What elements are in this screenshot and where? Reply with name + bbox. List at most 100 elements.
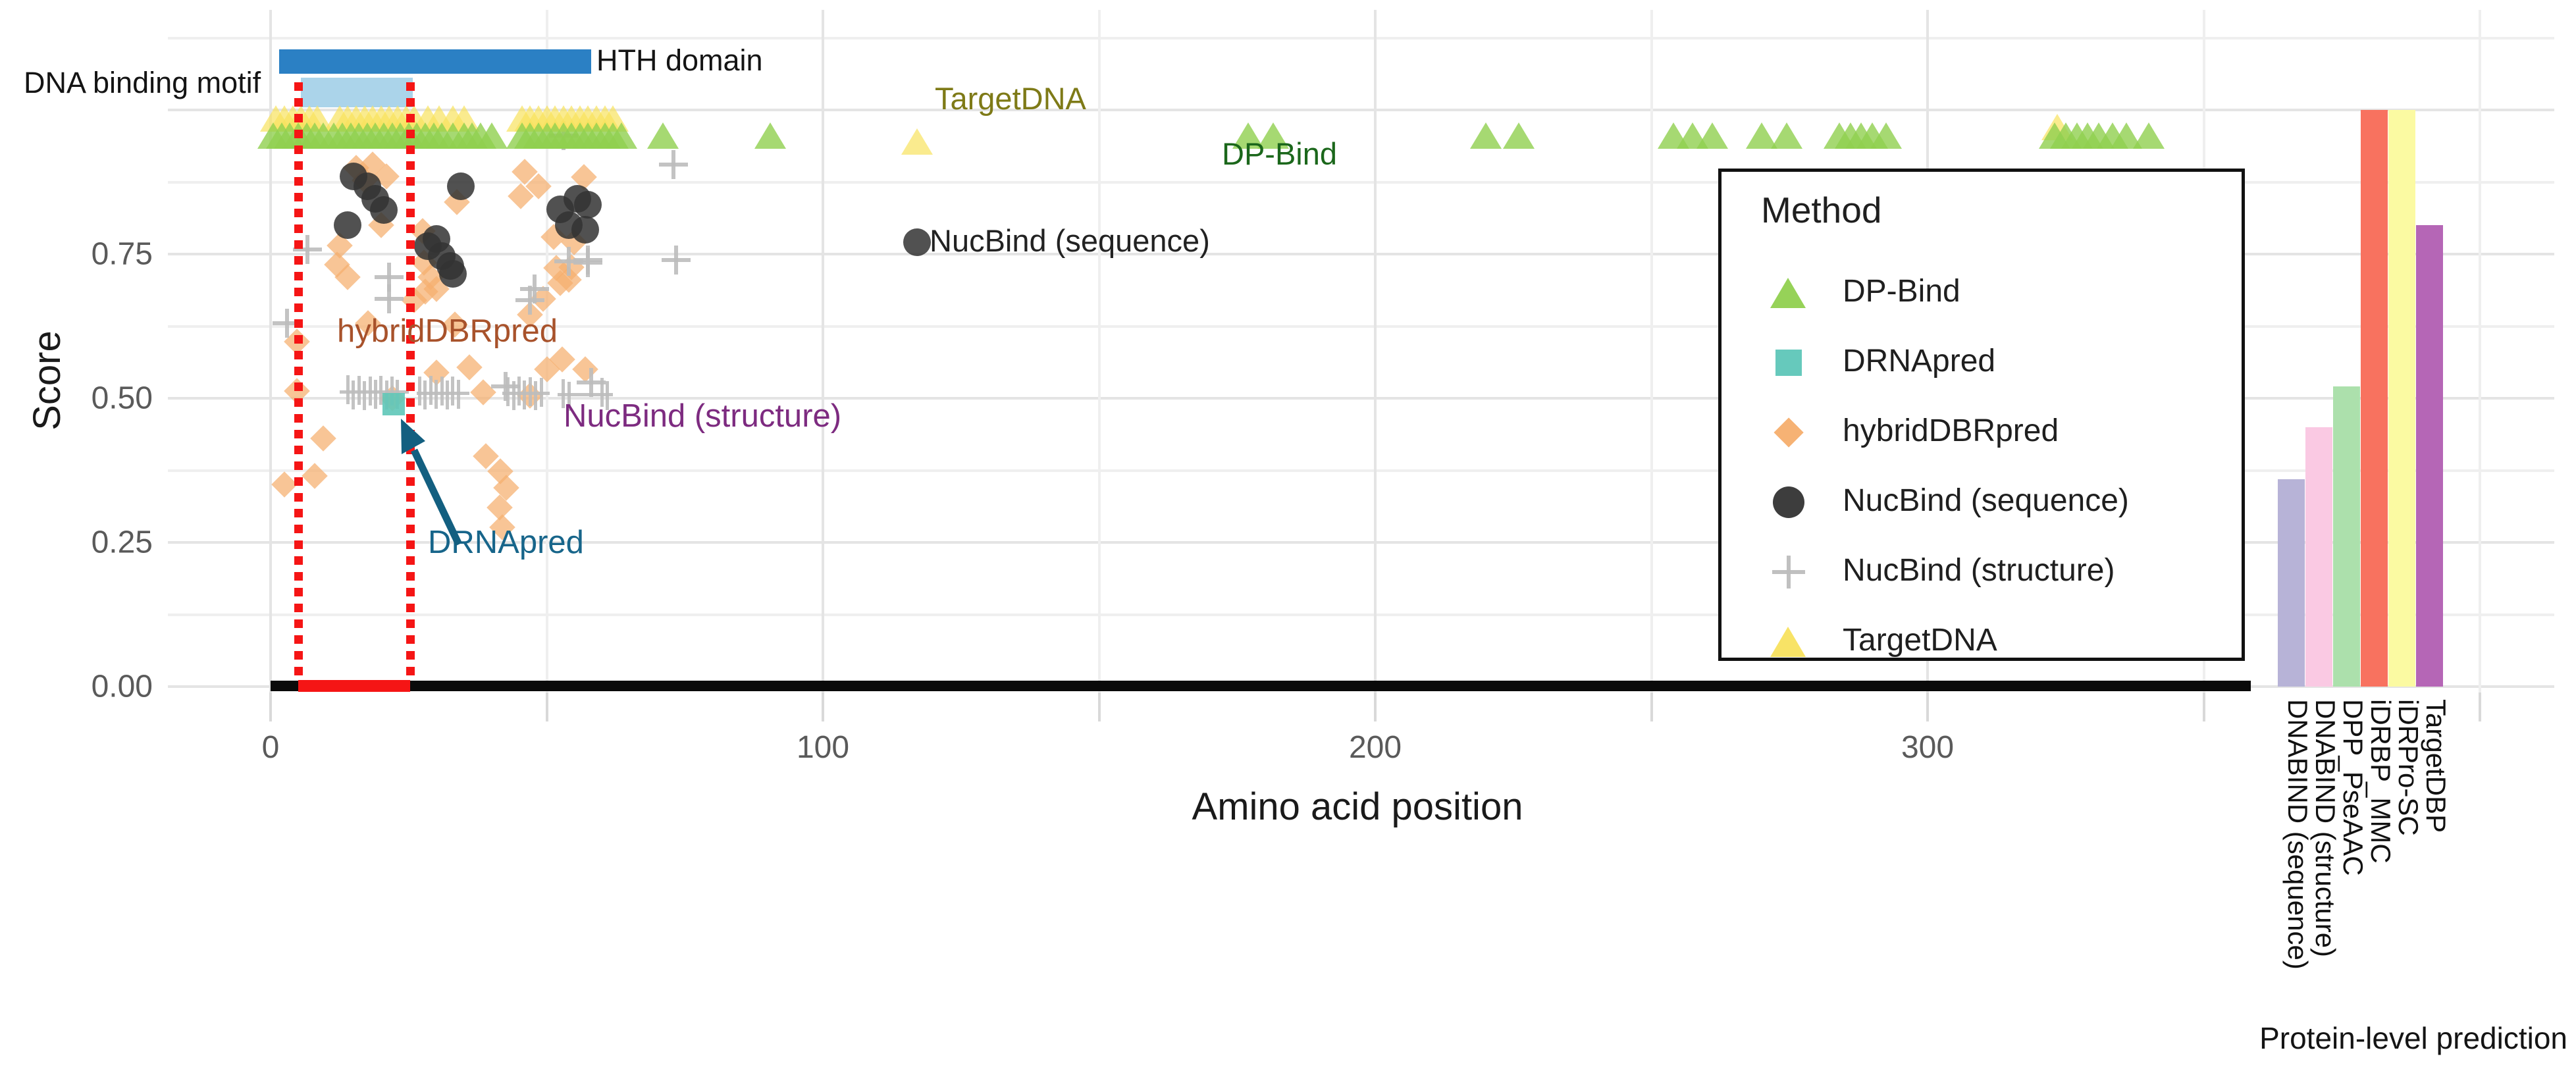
marker-nucbind-structure- <box>673 245 678 275</box>
marker-nucbind-structure- <box>357 375 361 405</box>
x-tick-label: 200 <box>1348 730 1402 765</box>
marker-dp-bind <box>1870 122 1903 149</box>
marker-nucbind-structure- <box>387 263 392 292</box>
marker-nucbind-structure- <box>445 380 449 409</box>
motif-guide-line-right <box>406 82 415 687</box>
marker-nucbind-structure- <box>379 375 383 405</box>
marker-nucbind-structure- <box>528 286 533 315</box>
marker-dp-bind <box>1771 122 1803 149</box>
marker-nucbind-structure- <box>285 309 290 338</box>
x-tick-label: 300 <box>1901 730 1955 765</box>
marker-nucbind-sequence- <box>369 196 398 224</box>
marker-dp-bind <box>1257 122 1289 149</box>
legend-item-nucbind-structure-: NucBind (structure) <box>1722 543 2242 598</box>
nucbind-structure-series-label: NucBind (structure) <box>564 398 842 434</box>
marker-dp-bind <box>754 122 787 149</box>
marker-nucbind-structure- <box>534 380 538 410</box>
marker-hybriddbrpred <box>309 425 336 452</box>
hth-domain-label: HTH domain <box>596 43 763 77</box>
x-axis-line <box>271 681 2251 691</box>
legend-title: Method <box>1761 190 1882 230</box>
marker-nucbind-structure- <box>373 379 377 409</box>
y-tick-label: 0.50 <box>91 380 153 416</box>
legend-item-label: NucBind (structure) <box>1843 553 2115 588</box>
circle-icon <box>1761 473 1816 529</box>
marker-drnapred <box>382 392 406 415</box>
marker-nucbind-structure- <box>352 380 355 409</box>
legend-item-drnapred: DRNApred <box>1722 334 2242 389</box>
gridline-horizontal-major <box>168 397 2554 400</box>
triangle-icon-shape <box>1770 278 1806 308</box>
y-tick-label: 0.75 <box>91 236 153 272</box>
dna-binding-motif-label: DNA binding motif <box>24 66 261 99</box>
marker-nucbind-structure- <box>671 150 676 180</box>
targetdna-series-label: TargetDNA <box>935 81 1086 116</box>
marker-targetdna <box>901 128 933 155</box>
legend-item-label: TargetDNA <box>1843 623 1997 658</box>
x-tick-mark <box>822 693 824 721</box>
x-tick-label: 0 <box>261 730 280 765</box>
x-tick-mark <box>269 693 272 721</box>
marker-nucbind-structure--bar <box>502 392 550 396</box>
gridline-vertical-major <box>1374 10 1377 698</box>
bar-label-idrbp-mmc: iDRBP_MMC <box>2365 699 2396 864</box>
x-axis-title: Amino acid position <box>1192 785 1523 828</box>
marker-dp-bind <box>475 122 508 149</box>
marker-nucbind-sequence- <box>574 190 602 219</box>
marker-nucbind-structure- <box>451 376 455 406</box>
legend-item-hybriddbrpred: hybridDBRpred <box>1722 404 2242 459</box>
bar-label-dpp-pseaac: DPP_PseAAC <box>2338 699 2369 876</box>
diamond-icon <box>1761 404 1816 459</box>
marker-nucbind-structure- <box>512 380 515 410</box>
circle-icon-shape <box>1772 486 1805 519</box>
marker-nucbind-structure--bar <box>339 390 409 394</box>
gridline-vertical-minor <box>1097 10 1101 698</box>
legend-item-nucbind-sequence-: NucBind (sequence) <box>1722 473 2242 529</box>
bar-label-idrpro-sc: iDRPro-SC <box>2393 699 2424 836</box>
marker-nucbind-structure- <box>517 377 521 406</box>
legend-item-dp-bind: DP-Bind <box>1722 264 2242 319</box>
hth-domain-bar <box>278 49 591 74</box>
bar-label-dnabind-structure-: DNABIND (structure) <box>2310 699 2341 958</box>
y-tick-label: 0.00 <box>91 669 153 704</box>
gridline-horizontal-minor <box>168 180 2554 184</box>
x-tick-label: 100 <box>796 730 850 765</box>
marker-nucbind-structure- <box>585 245 590 275</box>
marker-nucbind-sequence- <box>447 172 475 200</box>
gridline-vertical-major <box>269 10 272 698</box>
motif-axis-segment <box>298 680 411 692</box>
legend-item-targetdna: TargetDNA <box>1722 613 2242 668</box>
marker-nucbind-structure- <box>386 284 391 314</box>
protein-level-prediction-label: Protein-level prediction <box>2259 1021 2567 1055</box>
bar-idrbp-mmc <box>2361 110 2388 687</box>
gridline-horizontal-major <box>168 253 2554 255</box>
x-tick-mark <box>1650 693 1653 721</box>
marker-hybriddbrpred <box>456 353 483 380</box>
marker-hybriddbrpred <box>470 379 496 406</box>
bar-label-dnabind-sequence-: DNABIND (sequence) <box>2282 699 2313 970</box>
gridline-horizontal-major <box>168 541 2554 544</box>
marker-nucbind-structure- <box>346 375 350 404</box>
gridline-horizontal-minor <box>168 469 2554 472</box>
bar-idrpro-sc <box>2388 110 2415 687</box>
marker-nucbind-sequence- <box>571 216 600 244</box>
motif-guide-line-left <box>294 82 303 687</box>
marker-nucbind-sequence- <box>334 211 362 240</box>
gridline-vertical-major <box>822 10 824 698</box>
marker-nucbind-structure- <box>503 372 508 402</box>
marker-nucbind-structure- <box>418 376 422 406</box>
dpbind-series-label: DP-Bind <box>1222 136 1338 171</box>
marker-dp-bind <box>646 122 679 149</box>
marker-dp-bind <box>1696 122 1728 149</box>
legend-item-label: hybridDBRpred <box>1843 413 2059 448</box>
marker-nucbind-structure- <box>423 380 427 409</box>
nucbind-sequence-series-label: NucBind (sequence) <box>930 223 1210 258</box>
gridline-vertical-minor <box>545 10 548 698</box>
bar-dpp-pseaac <box>2333 386 2360 687</box>
diamond-icon-shape <box>1774 417 1804 448</box>
plus-icon <box>1761 543 1816 598</box>
gridline-horizontal-minor <box>168 325 2554 328</box>
marker-nucbind-structure- <box>567 246 571 276</box>
marker-nucbind-structure- <box>528 377 532 407</box>
